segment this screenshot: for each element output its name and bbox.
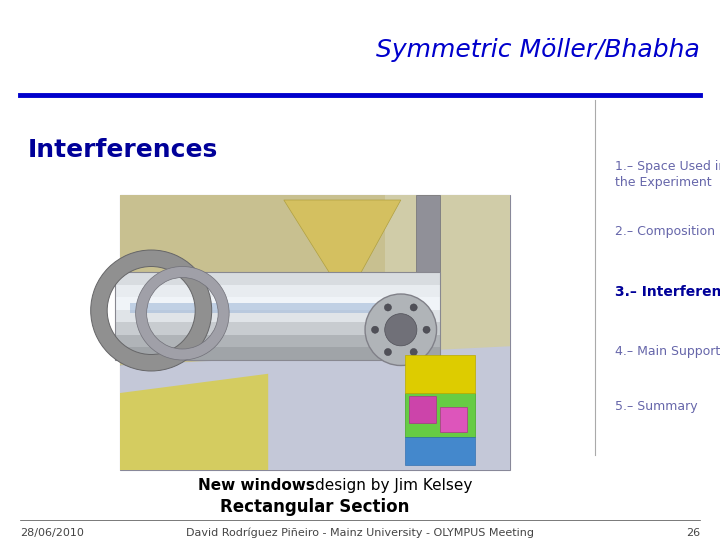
Bar — [115, 310, 440, 322]
Circle shape — [384, 314, 417, 346]
Text: 2.– Composition: 2.– Composition — [615, 225, 715, 238]
Bar — [405, 393, 475, 437]
Polygon shape — [284, 200, 401, 300]
Bar — [115, 347, 440, 360]
Bar — [416, 195, 440, 393]
Polygon shape — [120, 346, 510, 470]
Circle shape — [423, 326, 430, 333]
Polygon shape — [120, 195, 510, 366]
Bar — [120, 195, 510, 470]
Text: 1.– Space Used in
the Experiment: 1.– Space Used in the Experiment — [615, 160, 720, 189]
Text: Symmetric Möller/Bhabha: Symmetric Möller/Bhabha — [376, 38, 700, 62]
Bar — [115, 297, 440, 310]
Circle shape — [384, 348, 392, 356]
Bar — [440, 407, 467, 431]
Circle shape — [372, 326, 379, 333]
Text: Interferences: Interferences — [28, 138, 218, 162]
Text: Rectangular Section: Rectangular Section — [220, 498, 410, 516]
Bar — [405, 437, 475, 464]
Bar — [385, 195, 510, 388]
Bar — [409, 396, 436, 423]
Bar — [115, 322, 440, 335]
Bar — [115, 272, 440, 360]
Bar — [130, 303, 384, 313]
Polygon shape — [120, 374, 268, 470]
Circle shape — [384, 304, 392, 311]
Text: 5.– Summary: 5.– Summary — [615, 400, 698, 413]
Text: 4.– Main Support: 4.– Main Support — [615, 345, 720, 358]
Text: design by Jim Kelsey: design by Jim Kelsey — [315, 478, 472, 493]
Text: New windows: New windows — [198, 478, 315, 493]
Circle shape — [410, 348, 418, 356]
Bar — [115, 285, 440, 297]
Text: 28/06/2010: 28/06/2010 — [20, 528, 84, 538]
Text: 26: 26 — [686, 528, 700, 538]
Circle shape — [365, 294, 436, 366]
Bar — [115, 335, 440, 347]
Text: 3.– Interference: 3.– Interference — [615, 285, 720, 299]
Bar — [405, 354, 475, 393]
Text: David Rodríguez Piñeiro - Mainz University - OLYMPUS Meeting: David Rodríguez Piñeiro - Mainz Universi… — [186, 528, 534, 538]
Bar — [115, 272, 440, 285]
Circle shape — [410, 304, 418, 311]
